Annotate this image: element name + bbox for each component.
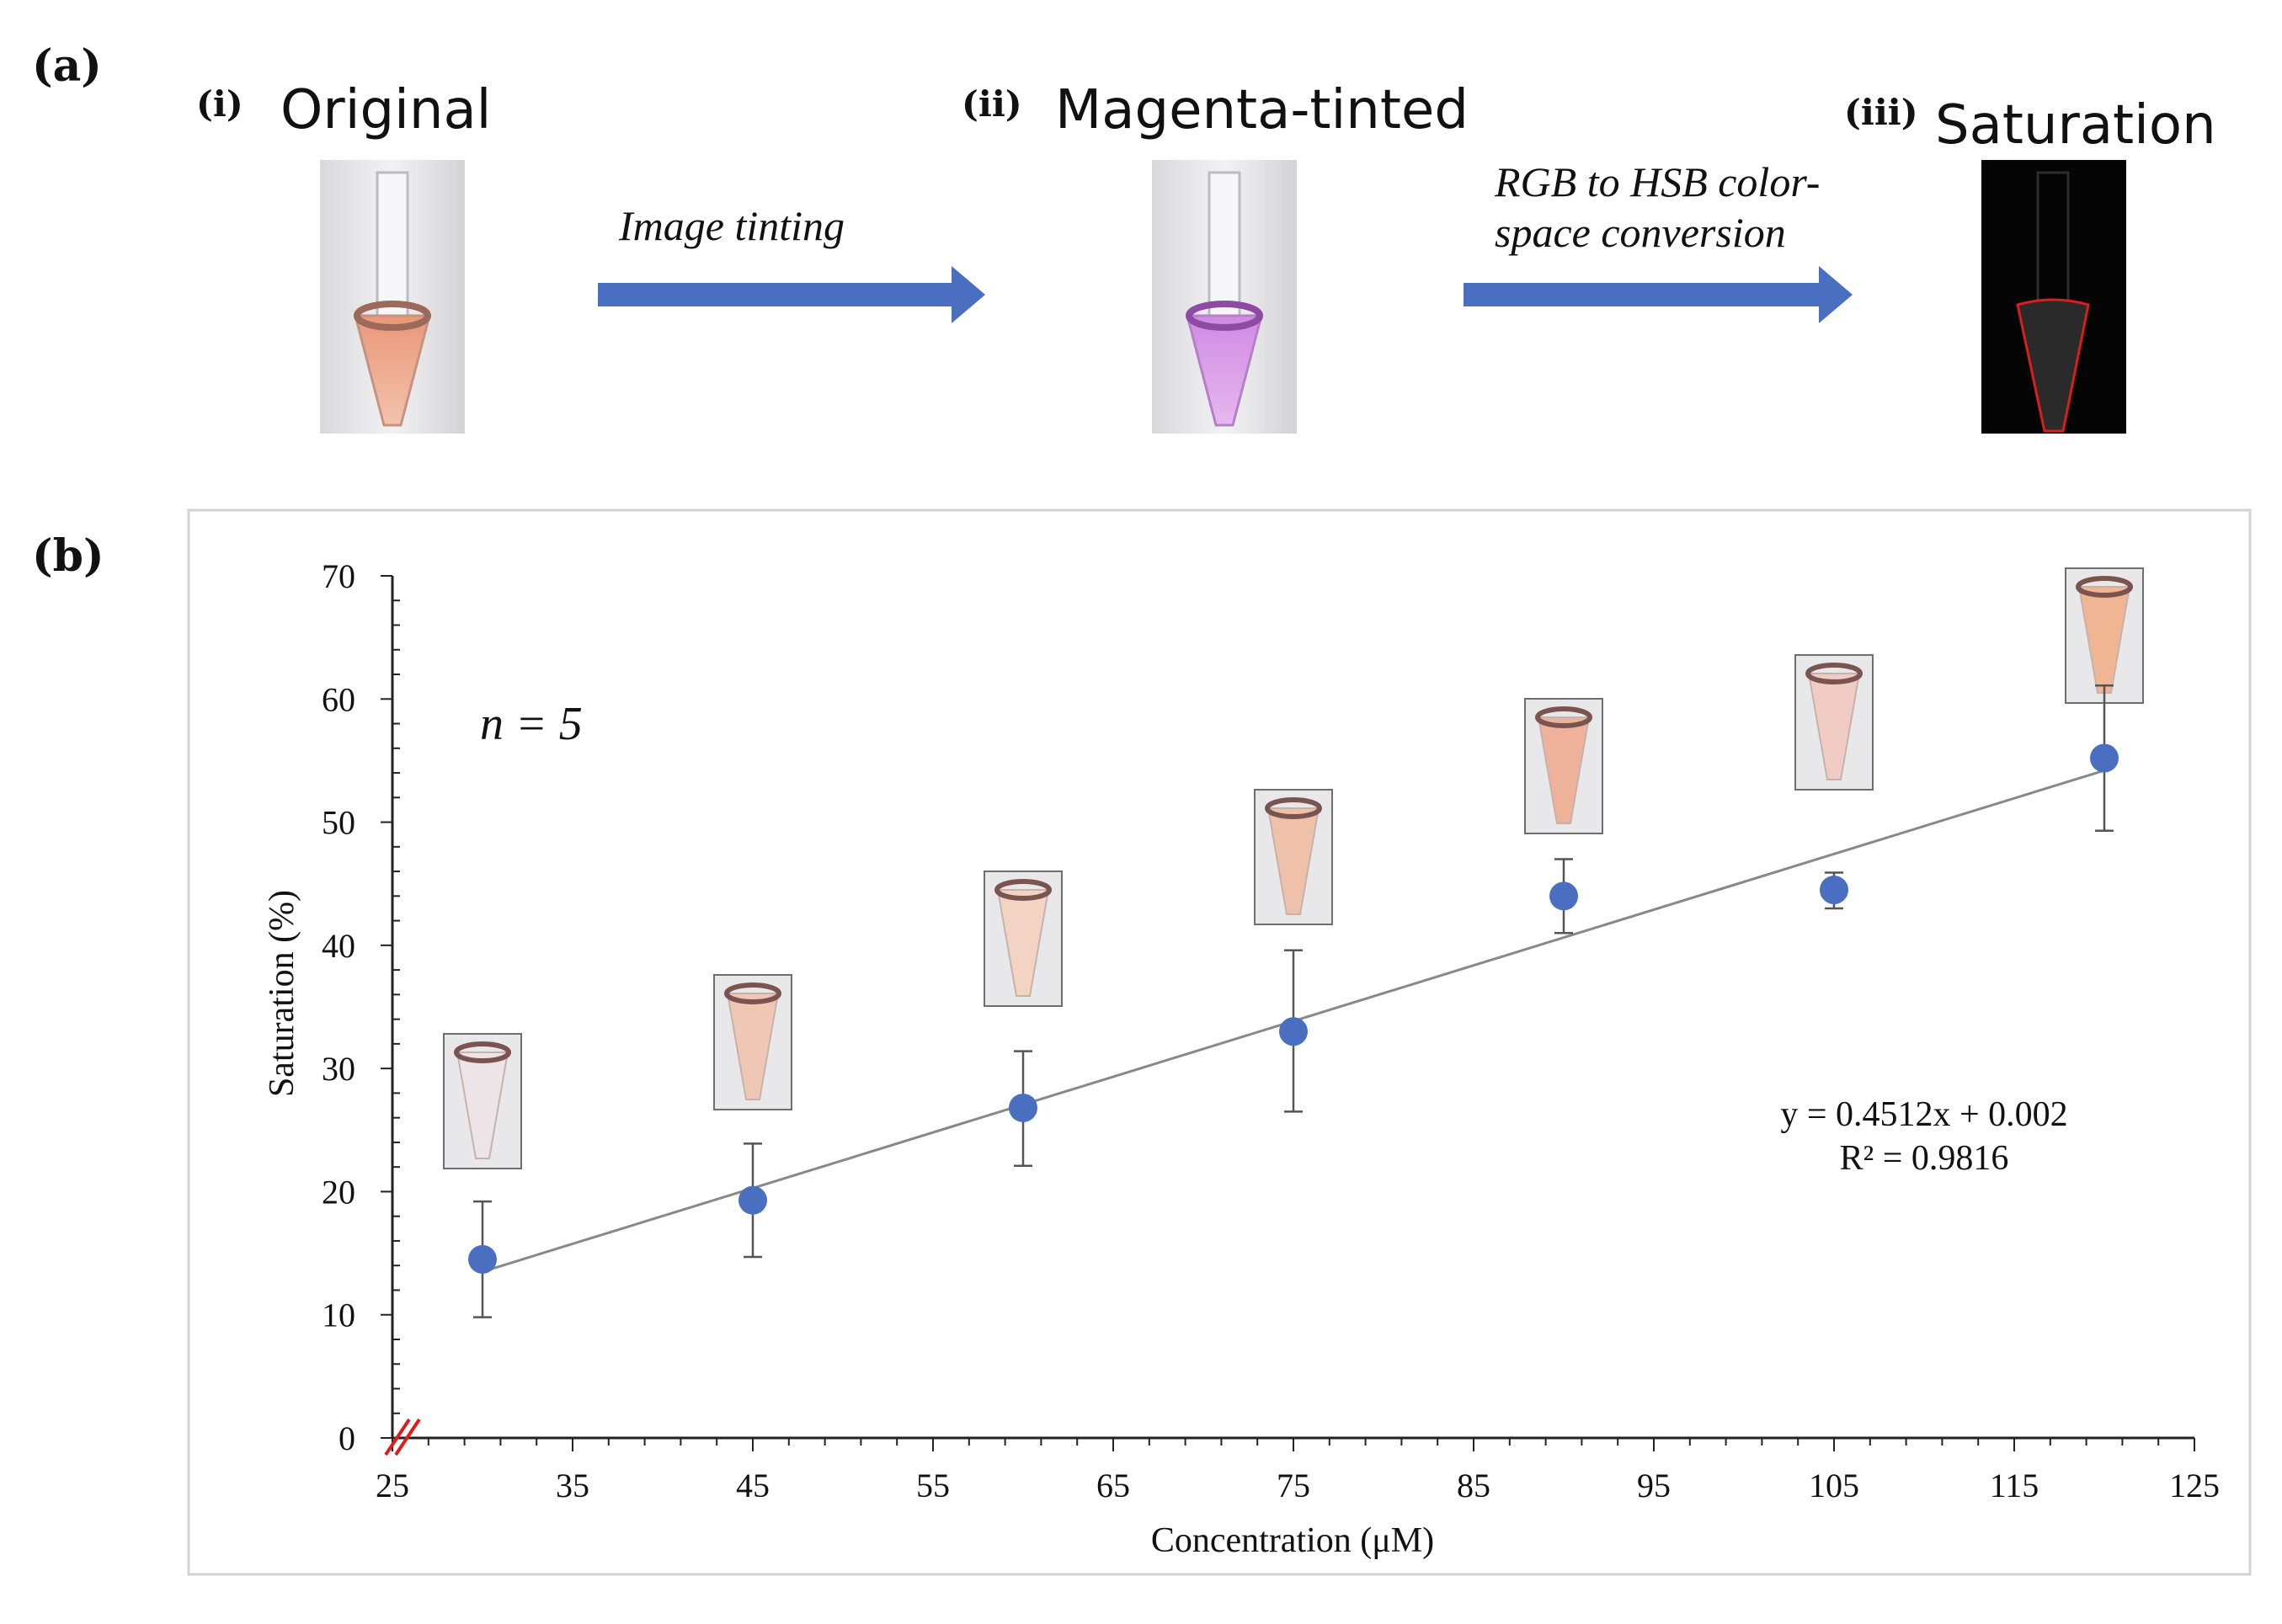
- data-marks: [468, 684, 2119, 1318]
- x-tick-label: 95: [1637, 1467, 1671, 1504]
- y-tick-label: 40: [322, 927, 355, 965]
- data-point: [1279, 1017, 1308, 1046]
- tube-liquid: [1807, 673, 1861, 780]
- tube-thumbnail: [2065, 567, 2144, 704]
- tube-liquid: [726, 993, 780, 1100]
- x-axis-title: Concentration (μM): [1151, 1521, 1434, 1560]
- x-tick-label: 65: [1096, 1467, 1130, 1504]
- x-tick-label: 85: [1457, 1467, 1490, 1504]
- tube-meniscus: [1265, 797, 1322, 819]
- y-tick-label: 20: [322, 1173, 355, 1211]
- axis-break-mark: [384, 1418, 411, 1456]
- step-number: (iii): [1844, 92, 1918, 133]
- r-squared-value: R² = 0.9816: [1840, 1139, 2009, 1178]
- axis-break-mark: [394, 1418, 421, 1456]
- tube-meniscus: [994, 879, 1052, 901]
- tube-meniscus: [454, 1041, 511, 1063]
- tube-liquid: [1266, 807, 1320, 915]
- step-magenta-tinted: (ii) Magenta-tinted: [962, 79, 1469, 434]
- saturation-tube-photo: [1981, 160, 2126, 434]
- y-tick-label: 10: [322, 1297, 355, 1334]
- data-point: [2090, 743, 2119, 773]
- sample-size-annotation: n = 5: [480, 698, 583, 750]
- panel-b-label: (b): [32, 530, 104, 582]
- step-title: Saturation: [1935, 94, 2216, 157]
- tube-liquid: [1537, 716, 1591, 824]
- x-tick-label: 75: [1277, 1467, 1310, 1504]
- x-tick-label: 115: [1990, 1467, 2039, 1504]
- tube-thumbnail: [984, 871, 1063, 1007]
- data-point: [1549, 881, 1578, 911]
- chart-frame: [187, 508, 2252, 1576]
- trendline-equation: y = 0.4512x + 0.002: [1780, 1095, 2067, 1134]
- tube-liquid: [996, 889, 1050, 997]
- y-axis-title: Saturation (%): [263, 890, 301, 1097]
- x-tick-label: 35: [556, 1467, 589, 1504]
- step-number: (i): [196, 83, 243, 125]
- saturation-chart: 0 10 20 30 40 50 60 70 25 35 45 55 65 75 85 95 105 115 125…: [263, 557, 2220, 1560]
- tube-thumbnail: [1524, 698, 1603, 834]
- y-tick-label: 50: [322, 804, 355, 842]
- tube-meniscus: [2076, 576, 2133, 598]
- tube-thumbnail: [713, 974, 792, 1110]
- data-point: [468, 1244, 497, 1274]
- panel-a-label: (a): [32, 40, 102, 92]
- step-saturation: (iii) Saturation: [1844, 92, 2216, 434]
- tube-liquid: [456, 1052, 509, 1159]
- y-tick-label: 30: [322, 1050, 355, 1088]
- step-title: Magenta-tinted: [1055, 79, 1469, 141]
- x-tick-label: 125: [2169, 1467, 2220, 1504]
- data-point: [1009, 1093, 1037, 1122]
- x-tick-label: 45: [736, 1467, 770, 1504]
- tinted-tube-photo: [1152, 160, 1297, 434]
- arrow-color-conversion: RGB to HSB color- space conversion: [1464, 158, 1853, 323]
- y-tick-label: 60: [322, 680, 355, 718]
- tube-thumbnails: [443, 567, 2144, 1169]
- tube-meniscus: [724, 982, 781, 1004]
- tube-thumbnail: [1794, 654, 1874, 791]
- step-original: (i) Original: [196, 79, 491, 434]
- step-number: (ii): [962, 83, 1022, 125]
- right-arrow-icon: [598, 266, 985, 323]
- tube-thumbnail: [1254, 789, 1333, 925]
- original-tube-photo: [320, 160, 465, 434]
- x-tick-label: 105: [1809, 1467, 1859, 1504]
- data-point: [738, 1185, 767, 1215]
- data-point: [1820, 876, 1848, 905]
- tube-liquid: [2077, 586, 2131, 694]
- tube-thumbnail: [443, 1033, 522, 1169]
- tube-meniscus: [1535, 706, 1592, 728]
- step-title: Original: [280, 79, 491, 141]
- arrow-image-tinting: Image tinting: [598, 202, 985, 323]
- y-tick-label: 0: [339, 1419, 355, 1457]
- right-arrow-icon: [1464, 266, 1853, 323]
- x-tick-label: 55: [916, 1467, 950, 1504]
- arrow-label: RGB to HSB color- space conversion: [1494, 158, 1831, 256]
- arrow-label: Image tinting: [618, 202, 845, 249]
- axes: 0 10 20 30 40 50 60 70 25 35 45 55 65 75 85 95 105 115 125: [322, 557, 2220, 1504]
- y-tick-label: 70: [322, 557, 355, 595]
- tube-meniscus: [1805, 663, 1863, 684]
- x-tick-label: 25: [376, 1467, 409, 1504]
